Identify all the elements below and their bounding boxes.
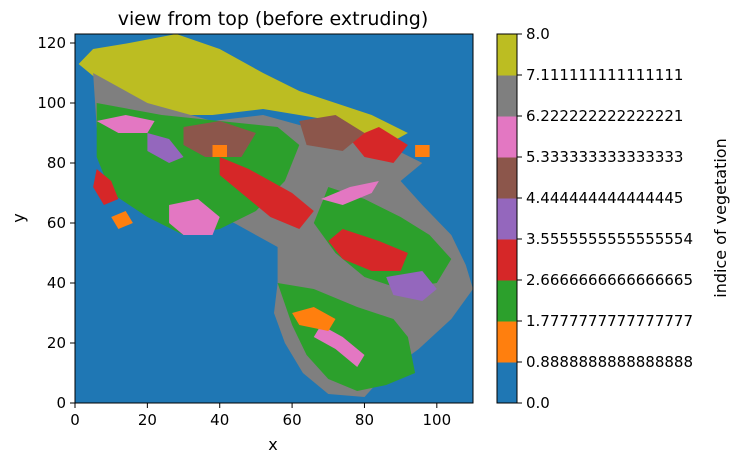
region-class-2 <box>111 211 133 229</box>
vegetation-regions <box>78 34 473 397</box>
y-axis: 0 20 40 60 80 100 120 <box>37 34 75 412</box>
colorbar: 0.0 0.8888888888888888 1.7777777777777777 2… <box>496 25 693 412</box>
plot-frame <box>74 33 474 404</box>
region-class-4 <box>350 127 408 163</box>
x-axis: 0 20 40 60 80 100 <box>70 403 451 429</box>
region-class-7 <box>321 181 379 205</box>
y-tick-label: 0 <box>56 394 66 412</box>
colorbar-swatch <box>497 157 517 199</box>
y-tick-label: 120 <box>37 34 66 52</box>
region-class-6 <box>183 121 256 157</box>
colorbar-tick-label: 2.6666666666666665 <box>526 271 693 289</box>
x-tick-label: 40 <box>210 411 229 429</box>
colorbar-tick-label: 1.7777777777777777 <box>526 312 693 330</box>
region-class-2 <box>292 307 336 331</box>
colorbar-frame <box>496 33 518 404</box>
region-class-5 <box>386 271 437 301</box>
colorbar-tick-label: 6.222222222222221 <box>526 107 683 125</box>
y-tick-label: 60 <box>47 214 66 232</box>
x-tick-label: 20 <box>138 411 157 429</box>
x-tick-label: 80 <box>355 411 374 429</box>
y-tick-label: 40 <box>47 274 66 292</box>
chart-title: view from top (before extruding) <box>118 8 429 30</box>
colorbar-tick-label: 4.444444444444445 <box>526 189 683 207</box>
y-axis-label: y <box>9 213 28 222</box>
y-tick-label: 100 <box>37 94 66 112</box>
plot-area <box>74 33 474 404</box>
region-class-3 <box>313 187 452 289</box>
region-class-4 <box>93 169 119 205</box>
colorbar-swatch <box>497 362 517 404</box>
colorbar-swatch <box>497 280 517 322</box>
region-class-7 <box>169 199 220 235</box>
colorbar-tick-label: 5.333333333333333 <box>526 148 683 166</box>
region-class-4 <box>328 229 408 271</box>
x-tick-label: 60 <box>283 411 302 429</box>
region-class-7 <box>96 115 155 133</box>
y-tick-label: 80 <box>47 154 66 172</box>
colorbar-swatch <box>497 198 517 240</box>
region-class-5 <box>147 133 184 163</box>
x-tick-label: 100 <box>422 411 451 429</box>
colorbar-swatch <box>497 75 517 117</box>
colorbar-swatch <box>497 239 517 281</box>
colorbar-label: indice of vegetation <box>711 138 730 297</box>
colorbar-tick-label: 0.8888888888888888 <box>526 353 693 371</box>
region-class-2 <box>415 145 430 157</box>
colorbar-swatch <box>497 116 517 158</box>
y-tick-label: 20 <box>47 334 66 352</box>
colorbar-tick-label: 0.0 <box>526 394 550 412</box>
colorbar-swatch <box>497 34 517 76</box>
region-class-4 <box>219 157 314 229</box>
region-class-7 <box>313 325 365 367</box>
colorbar-tick-label: 8.0 <box>526 25 550 43</box>
x-axis-label: x <box>268 435 277 454</box>
colorbar-tick-label: 3.5555555555555554 <box>526 230 693 248</box>
x-tick-label: 0 <box>70 411 80 429</box>
colorbar-tick-label: 7.111111111111111 <box>526 66 683 84</box>
region-class-6 <box>299 115 365 151</box>
colorbar-swatch <box>497 321 517 363</box>
region-class-2 <box>212 145 227 157</box>
